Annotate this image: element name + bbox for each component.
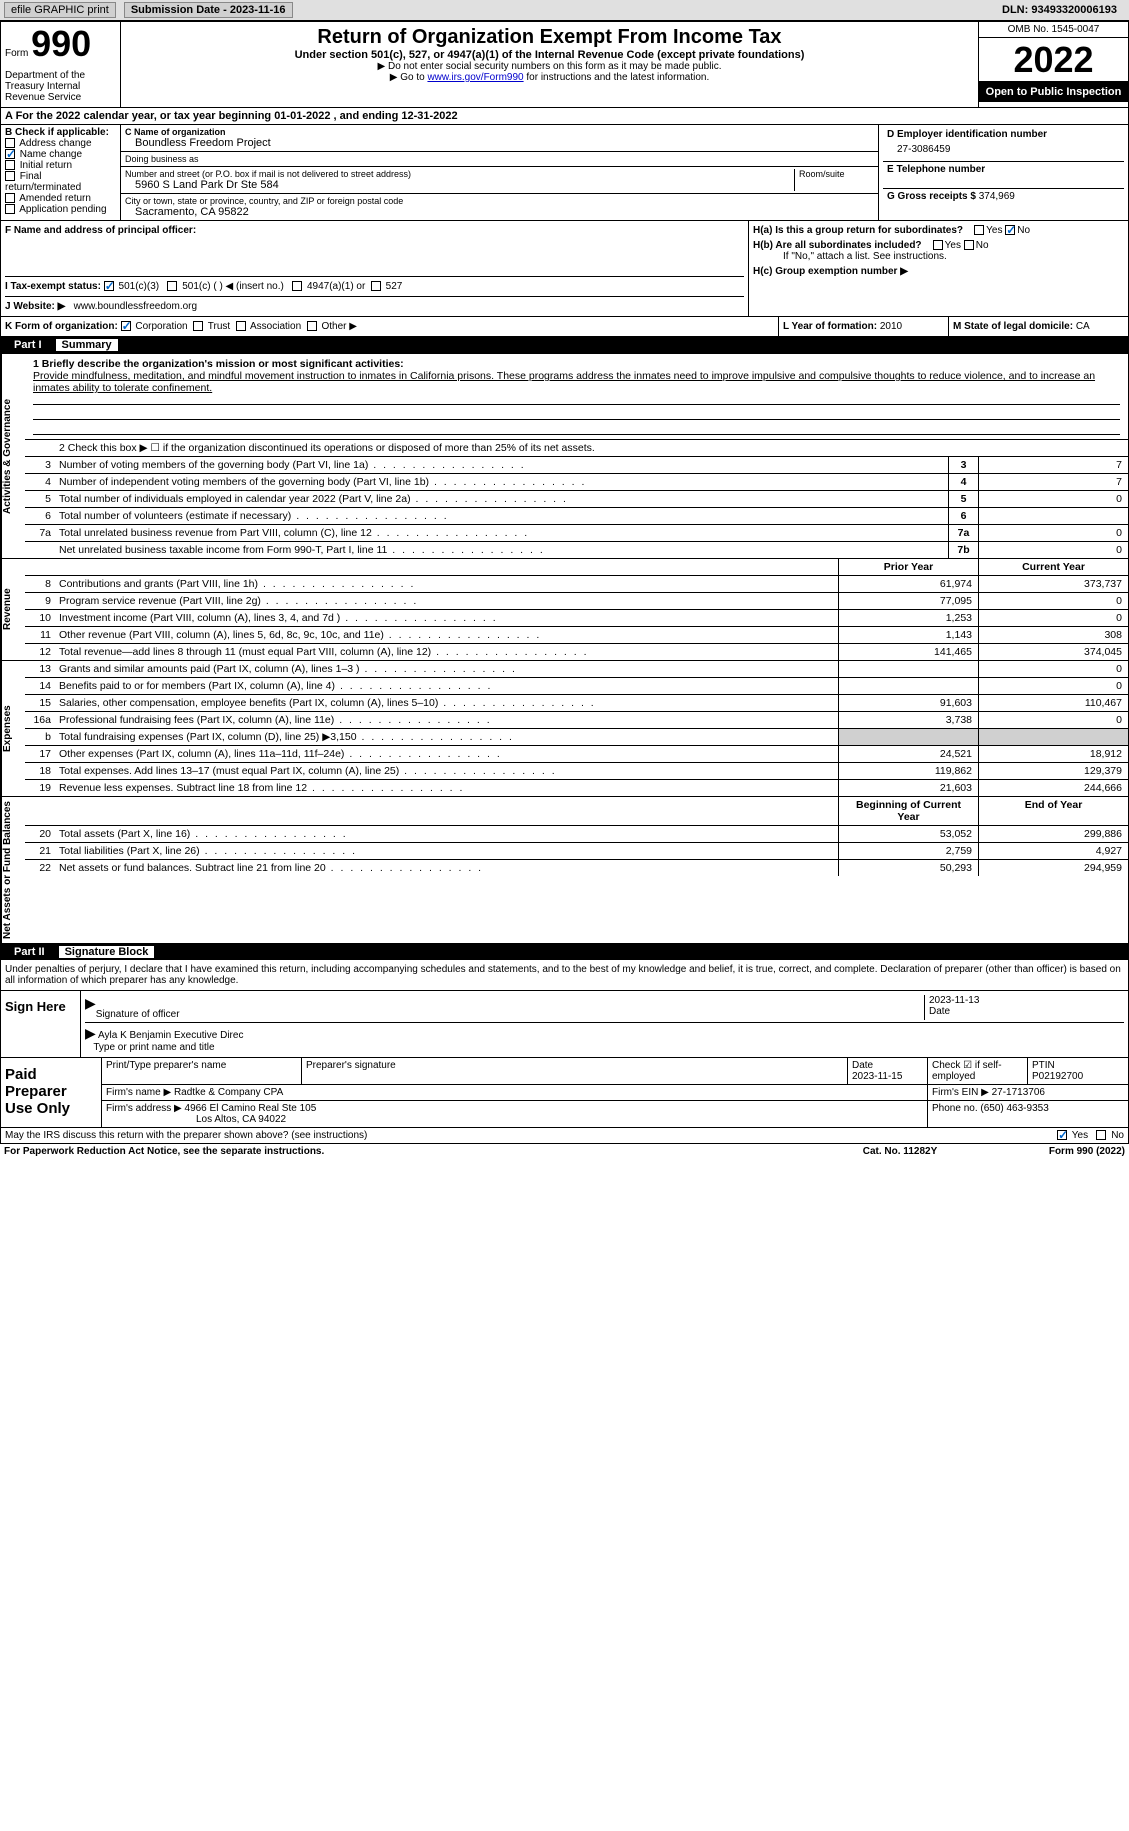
table-row: 5Total number of individuals employed in… xyxy=(25,491,1128,508)
chk-4947[interactable] xyxy=(292,281,302,291)
note2: ▶ Go to www.irs.gov/Form990 for instruct… xyxy=(125,72,974,83)
sig-date: 2023-11-13 xyxy=(929,995,1124,1006)
table-row: 9Program service revenue (Part VIII, lin… xyxy=(25,593,1128,610)
table-row: 11Other revenue (Part VIII, column (A), … xyxy=(25,627,1128,644)
form-title: Return of Organization Exempt From Incom… xyxy=(125,26,974,49)
submission-date: Submission Date - 2023-11-16 xyxy=(124,2,293,18)
vert-revenue: Revenue xyxy=(1,559,25,660)
table-row: 16aProfessional fundraising fees (Part I… xyxy=(25,712,1128,729)
part1-header: Part I Summary xyxy=(0,337,1129,353)
vert-governance: Activities & Governance xyxy=(1,354,25,558)
firm-phone: Phone no. (650) 463-9353 xyxy=(928,1101,1128,1127)
chk-527[interactable] xyxy=(371,281,381,291)
section-c: C Name of organization Boundless Freedom… xyxy=(121,125,878,220)
discuss-yes[interactable] xyxy=(1057,1130,1067,1140)
dln: DLN: 93493320006193 xyxy=(1002,4,1125,16)
officer-name: Ayla K Benjamin Executive Direc xyxy=(98,1030,243,1041)
prep-date: 2023-11-15 xyxy=(852,1071,902,1082)
irs-link[interactable]: www.irs.gov/Form990 xyxy=(427,72,523,83)
form-header: Form 990 Department of the Treasury Inte… xyxy=(0,21,1129,108)
vert-expenses: Expenses xyxy=(1,661,25,796)
table-row: 21Total liabilities (Part X, line 26)2,7… xyxy=(25,843,1128,860)
ha-no[interactable] xyxy=(1005,225,1015,235)
omb: OMB No. 1545-0047 xyxy=(979,22,1128,38)
paid-prep-label: Paid Preparer Use Only xyxy=(1,1058,101,1127)
firm-city: Los Altos, CA 94022 xyxy=(106,1114,923,1125)
street-addr: 5960 S Land Park Dr Ste 584 xyxy=(125,179,794,191)
hb-yes[interactable] xyxy=(933,240,943,250)
gross-receipts: 374,969 xyxy=(979,191,1015,202)
part2-header: Part II Signature Block xyxy=(0,944,1129,960)
year-formation: 2010 xyxy=(880,321,902,332)
efile-print-btn[interactable]: efile GRAPHIC print xyxy=(4,2,116,18)
table-row: 22Net assets or fund balances. Subtract … xyxy=(25,860,1128,876)
section-b: B Check if applicable: Address change Na… xyxy=(1,125,121,220)
state-domicile: CA xyxy=(1076,321,1090,332)
city: Sacramento, CA 95822 xyxy=(125,206,874,218)
table-row: 7aTotal unrelated business revenue from … xyxy=(25,525,1128,542)
hb-no[interactable] xyxy=(964,240,974,250)
chk-501c[interactable] xyxy=(167,281,177,291)
chk-final[interactable] xyxy=(5,171,15,181)
section-bcd: B Check if applicable: Address change Na… xyxy=(0,125,1129,221)
chk-initial[interactable] xyxy=(5,160,15,170)
summary: Activities & Governance 1 Briefly descri… xyxy=(0,353,1129,559)
form-number: 990 xyxy=(31,23,91,64)
chk-amended[interactable] xyxy=(5,193,15,203)
table-row: bTotal fundraising expenses (Part IX, co… xyxy=(25,729,1128,746)
table-row: 12Total revenue—add lines 8 through 11 (… xyxy=(25,644,1128,660)
table-row: 8Contributions and grants (Part VIII, li… xyxy=(25,576,1128,593)
vert-net-assets: Net Assets or Fund Balances xyxy=(1,797,25,943)
form-subtitle: Under section 501(c), 527, or 4947(a)(1)… xyxy=(125,49,974,61)
table-row: 20Total assets (Part X, line 16)53,05229… xyxy=(25,826,1128,843)
firm-name: Firm's name ▶ Radtke & Company CPA xyxy=(102,1085,928,1100)
table-row: 18Total expenses. Add lines 13–17 (must … xyxy=(25,763,1128,780)
table-row: 19Revenue less expenses. Subtract line 1… xyxy=(25,780,1128,796)
ein: 27-3086459 xyxy=(887,140,1120,159)
sig-decl: Under penalties of perjury, I declare th… xyxy=(1,960,1128,990)
table-row: 14Benefits paid to or for members (Part … xyxy=(25,678,1128,695)
firm-addr: Firm's address ▶ 4966 El Camino Real Ste… xyxy=(106,1103,923,1114)
website: www.boundlessfreedom.org xyxy=(74,301,197,312)
table-row: 10Investment income (Part VIII, column (… xyxy=(25,610,1128,627)
chk-name-change[interactable] xyxy=(5,149,15,159)
signature-block: Under penalties of perjury, I declare th… xyxy=(0,960,1129,1144)
footer: For Paperwork Reduction Act Notice, see … xyxy=(0,1144,1129,1159)
k-other[interactable] xyxy=(307,321,317,331)
table-row: 4Number of independent voting members of… xyxy=(25,474,1128,491)
form-word: Form xyxy=(5,48,28,59)
section-a: A For the 2022 calendar year, or tax yea… xyxy=(0,108,1129,125)
mission: 1 Briefly describe the organization's mi… xyxy=(25,354,1128,440)
open-public: Open to Public Inspection xyxy=(979,82,1128,102)
firm-ein: Firm's EIN ▶ 27-1713706 xyxy=(928,1085,1128,1100)
table-row: 6Total number of volunteers (estimate if… xyxy=(25,508,1128,525)
sign-here-label: Sign Here xyxy=(1,991,81,1057)
table-row: 13Grants and similar amounts paid (Part … xyxy=(25,661,1128,678)
tax-year: 2022 xyxy=(979,38,1128,82)
k-assoc[interactable] xyxy=(236,321,246,331)
org-name: Boundless Freedom Project xyxy=(125,137,874,149)
table-row: Net unrelated business taxable income fr… xyxy=(25,542,1128,558)
chk-app-pending[interactable] xyxy=(5,204,15,214)
ha-yes[interactable] xyxy=(974,225,984,235)
section-klm: K Form of organization: Corporation Trus… xyxy=(0,317,1129,337)
dept: Department of the Treasury Internal Reve… xyxy=(5,70,116,103)
k-corp[interactable] xyxy=(121,321,131,331)
note1: ▶ Do not enter social security numbers o… xyxy=(125,61,974,72)
discuss-no[interactable] xyxy=(1096,1130,1106,1140)
section-fh: F Name and address of principal officer:… xyxy=(0,221,1129,317)
table-row: 17Other expenses (Part IX, column (A), l… xyxy=(25,746,1128,763)
section-d: D Employer identification number 27-3086… xyxy=(878,125,1128,220)
chk-501c3[interactable] xyxy=(104,281,114,291)
table-row: 15Salaries, other compensation, employee… xyxy=(25,695,1128,712)
efile-header: efile GRAPHIC print Submission Date - 20… xyxy=(0,0,1129,21)
table-row: 3Number of voting members of the governi… xyxy=(25,457,1128,474)
ptin: P02192700 xyxy=(1032,1071,1083,1082)
k-trust[interactable] xyxy=(193,321,203,331)
